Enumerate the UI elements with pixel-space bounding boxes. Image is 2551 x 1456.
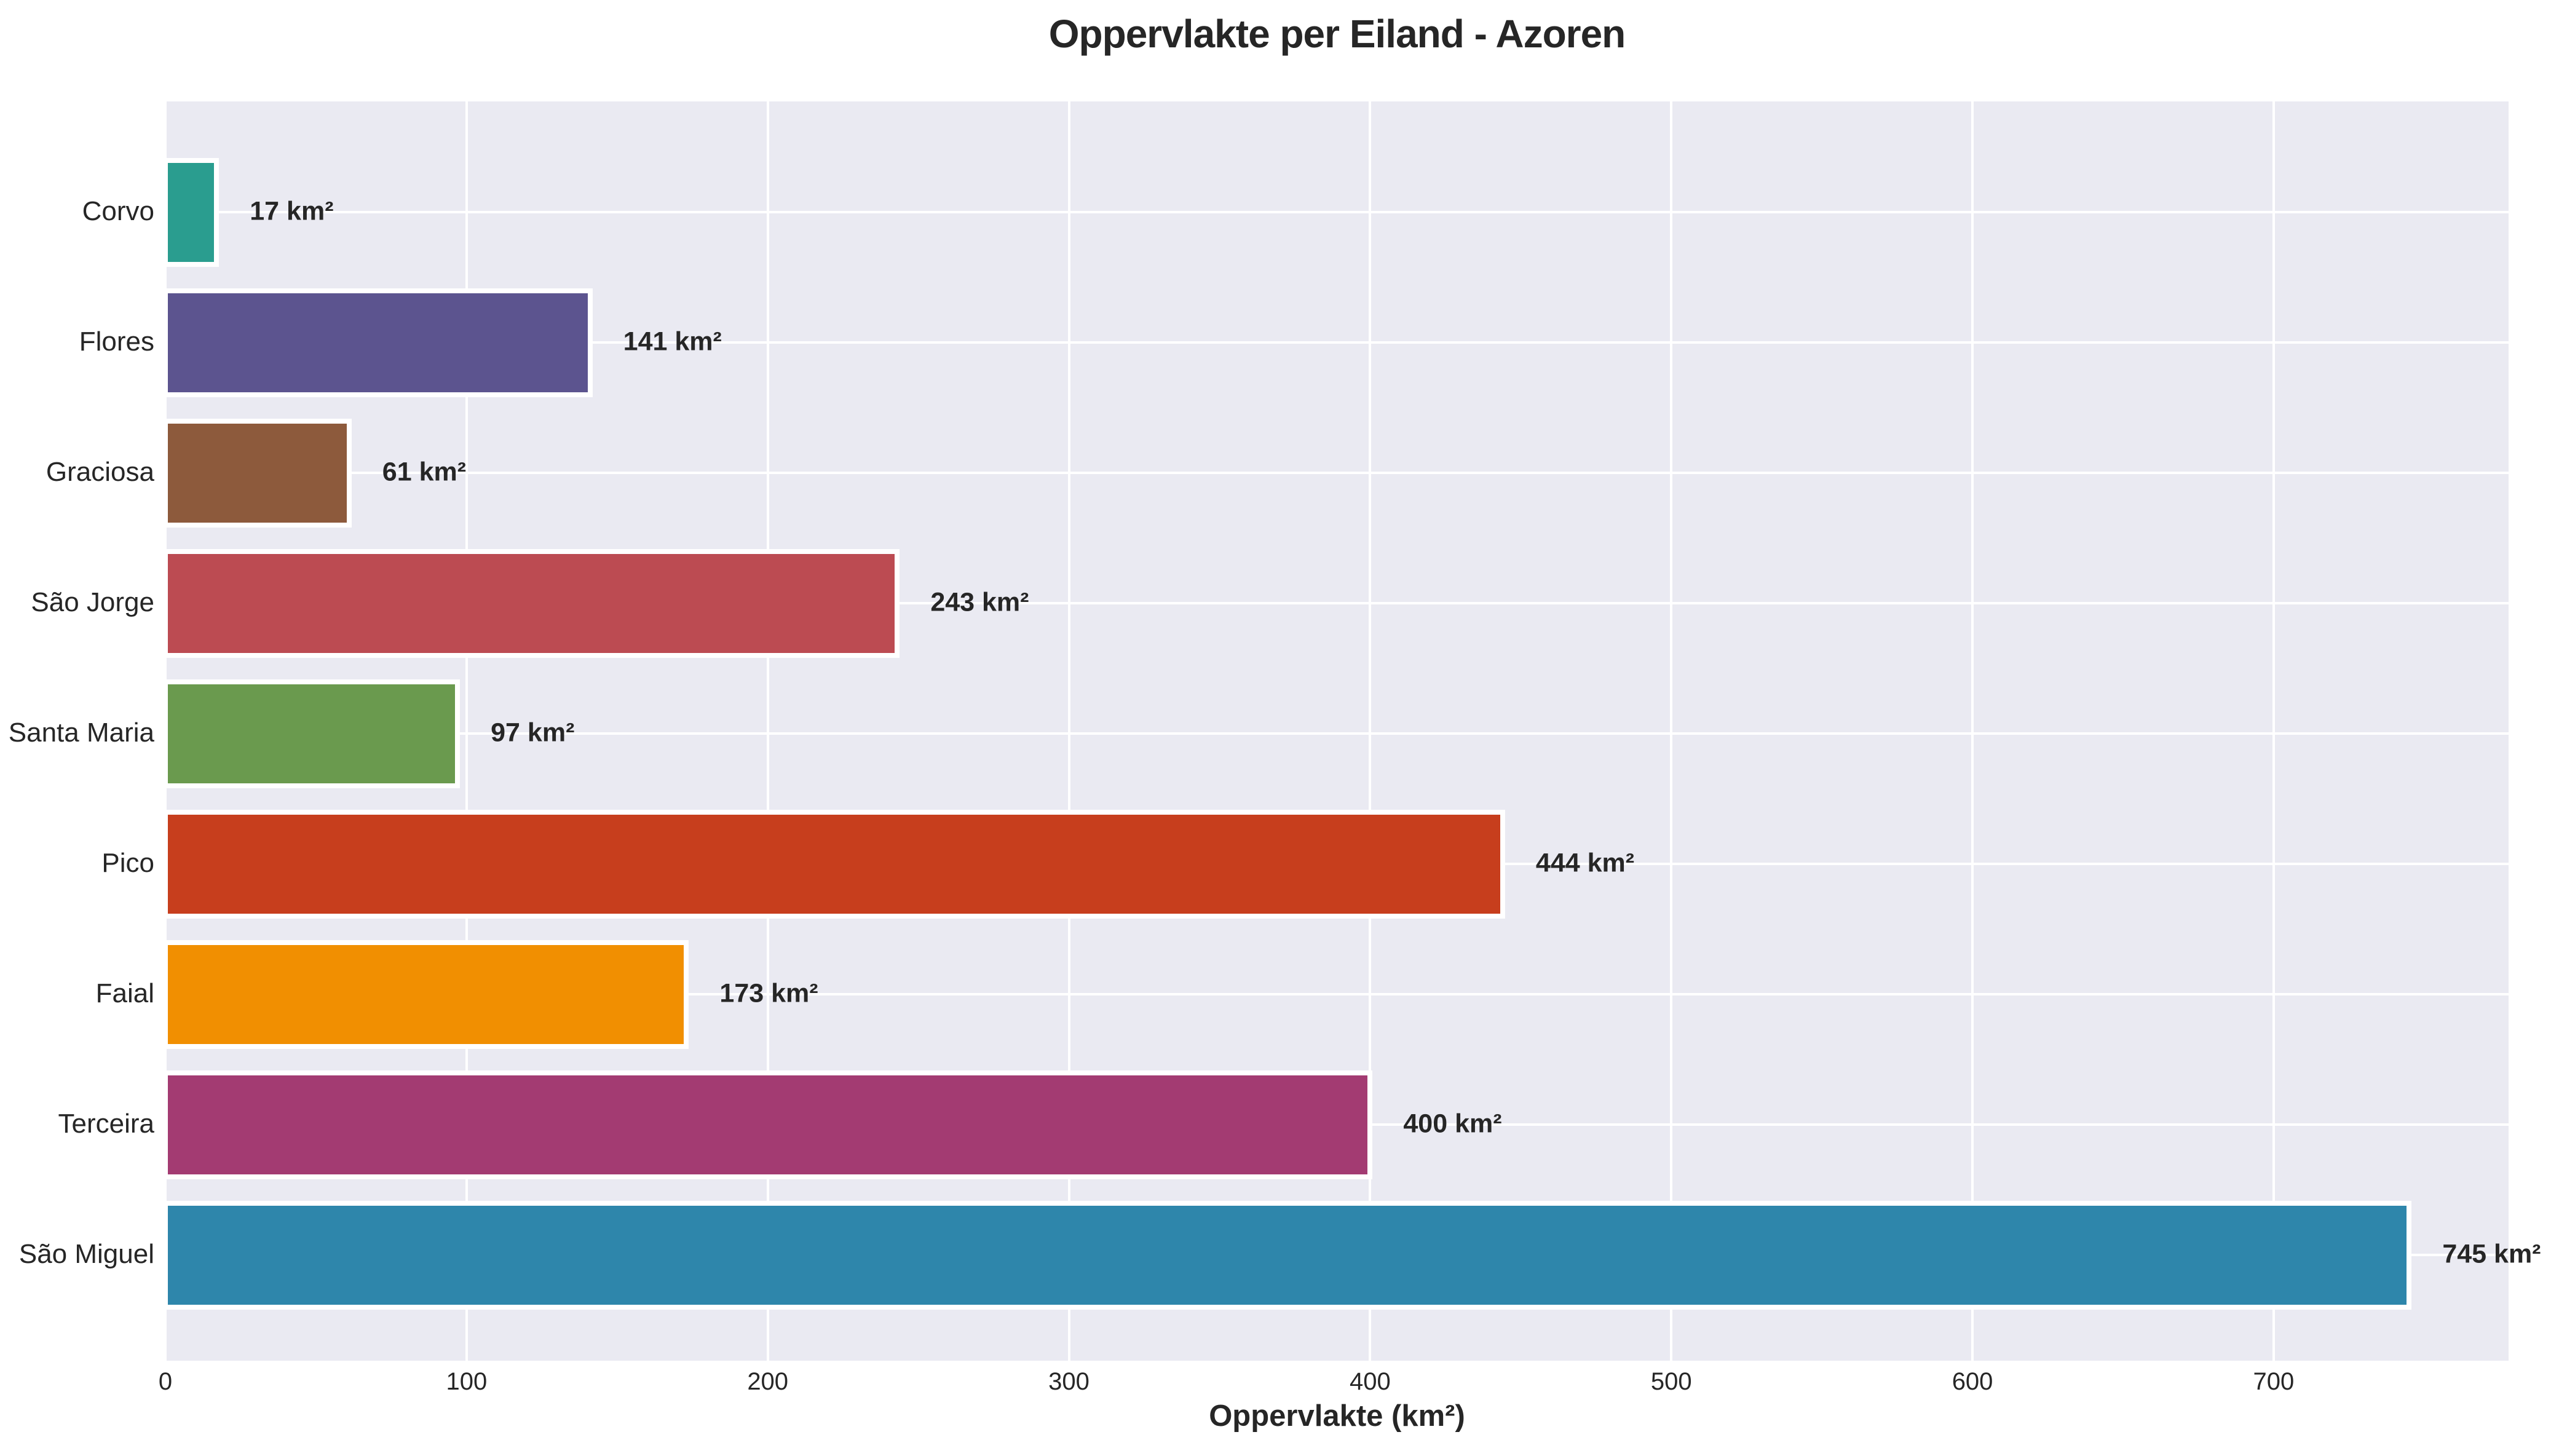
bars-layer: 17 km² Corvo 141 km² Flores 61 km² Graciosa 24… — [9, 101, 2541, 1361]
plot-area: 17 km² Corvo 141 km² Flores 61 km² Graciosa 24… — [9, 101, 2541, 1433]
x-tick-label: 600 — [1952, 1368, 1993, 1395]
y-category-label: São Miguel — [18, 1239, 154, 1269]
y-category-label: São Jorge — [31, 587, 154, 617]
x-gridline — [1369, 101, 1372, 1361]
x-tick-label: 300 — [1048, 1368, 1090, 1395]
bar-pico — [163, 809, 1505, 919]
bar-value-label: 17 km² — [250, 196, 334, 226]
x-tick-label: 500 — [1650, 1368, 1692, 1395]
x-axis-label: Oppervlakte (km²) — [1209, 1399, 1465, 1433]
bar-value-label: 141 km² — [623, 326, 722, 357]
bar-value-label: 61 km² — [382, 457, 467, 487]
bar-faial — [163, 940, 689, 1049]
x-tick-label: 0 — [158, 1368, 173, 1395]
y-category-label: Terceira — [58, 1109, 155, 1139]
bar-são-miguel — [163, 1200, 2412, 1310]
bar-corvo — [163, 157, 220, 267]
y-gridline — [165, 602, 2509, 604]
y-category-label: Flores — [79, 326, 154, 357]
x-tick-label: 700 — [2253, 1368, 2295, 1395]
x-gridline — [465, 101, 468, 1361]
x-gridline — [1971, 101, 1974, 1361]
bar-graciosa — [163, 418, 352, 528]
x-gridline — [1670, 101, 1673, 1361]
y-gridline — [165, 341, 2509, 344]
bar-value-label: 745 km² — [2442, 1239, 2541, 1269]
y-gridline — [165, 211, 2509, 213]
y-gridline — [165, 732, 2509, 735]
bar-value-label: 243 km² — [930, 587, 1029, 617]
bar-value-label: 400 km² — [1403, 1109, 1502, 1139]
y-category-label: Santa Maria — [8, 718, 154, 748]
x-tick-label: 200 — [747, 1368, 789, 1395]
bar-santa-maria — [163, 679, 461, 788]
x-tick-label: 400 — [1350, 1368, 1391, 1395]
y-category-label: Pico — [101, 848, 154, 878]
y-gridline — [165, 472, 2509, 474]
y-gridline — [165, 993, 2509, 995]
bar-value-label: 444 km² — [1535, 848, 1635, 878]
bar-value-label: 173 km² — [719, 978, 818, 1008]
bar-value-label: 97 km² — [491, 718, 575, 748]
x-gridline — [766, 101, 769, 1361]
y-category-label: Graciosa — [45, 457, 154, 487]
x-gridline — [1067, 101, 1070, 1361]
y-category-label: Faial — [95, 978, 154, 1008]
bar-são-jorge — [163, 548, 900, 658]
y-category-label: Corvo — [82, 196, 154, 226]
x-tick-label: 100 — [446, 1368, 488, 1395]
bar-terceira — [163, 1070, 1373, 1179]
chart-title: Oppervlakte per Eiland - Azoren — [1048, 12, 1626, 56]
bar-flores — [163, 288, 593, 397]
x-gridline — [2272, 101, 2275, 1361]
